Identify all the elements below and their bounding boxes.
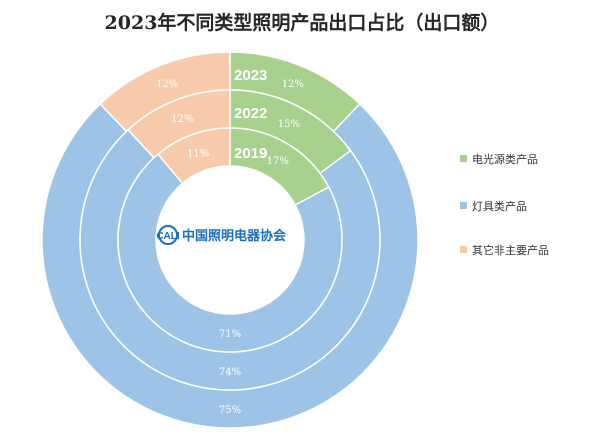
data-label: 11% <box>187 149 209 160</box>
legend-swatch <box>460 246 467 253</box>
data-label: 17% <box>267 156 289 167</box>
data-label: 71% <box>219 329 241 340</box>
cali-logo-icon <box>158 225 178 245</box>
chart-title: 2023年不同类型照明产品出口占比（出口额） <box>105 11 500 34</box>
donut-segment-2019-luminaire <box>117 153 343 353</box>
ring-2023 <box>41 51 419 429</box>
cali-logo-abbr: CALI <box>156 231 180 242</box>
ring-2019 <box>117 127 343 353</box>
legend-swatch <box>460 155 467 162</box>
series-label: 2019 <box>234 145 267 162</box>
data-label: 15% <box>278 119 300 130</box>
year-labels: 2023 2022 2019 <box>234 67 267 162</box>
cali-logo: CALI 中国照明电器协会 <box>156 225 287 245</box>
data-label: 12% <box>171 114 193 125</box>
donut-rings <box>41 51 419 429</box>
legend: 电光源类产品 灯具类产品 其它非主要产品 <box>460 152 549 257</box>
legend-item-luminaire: 灯具类产品 <box>460 199 527 213</box>
legend-label: 电光源类产品 <box>472 152 538 166</box>
percent-labels: 12% 75% 12% 15% 74% 12% 17% 71% 11% <box>156 79 304 416</box>
data-label: 12% <box>156 79 178 90</box>
data-label: 12% <box>282 79 304 90</box>
series-label: 2022 <box>234 105 267 122</box>
legend-label: 灯具类产品 <box>472 199 527 213</box>
legend-item-other: 其它非主要产品 <box>460 243 549 257</box>
donut-segment-2019-other <box>156 127 231 185</box>
data-label: 74% <box>219 367 241 378</box>
legend-item-light-source: 电光源类产品 <box>460 152 538 166</box>
data-label: 75% <box>219 405 241 416</box>
legend-swatch <box>460 202 467 209</box>
cali-logo-text: 中国照明电器协会 <box>182 228 287 244</box>
series-label: 2023 <box>234 67 267 84</box>
legend-label: 其它非主要产品 <box>472 243 549 257</box>
